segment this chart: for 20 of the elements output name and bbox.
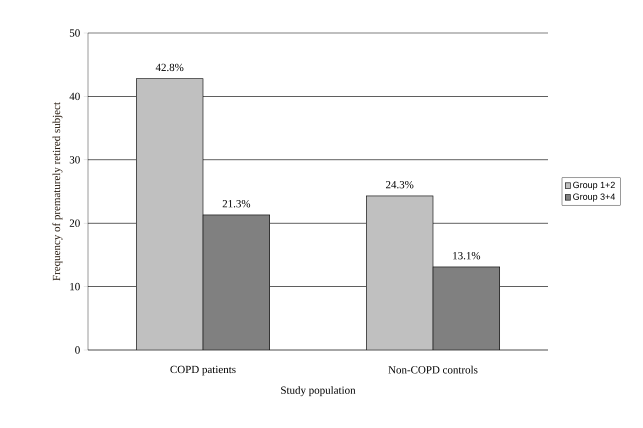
x-axis-title: Study population [281,386,356,396]
y-tick-label: 20 [70,220,80,227]
x-tick-label: Non-COPD controls [388,366,478,374]
data-label: 42.8% [156,64,184,72]
y-axis-title: Frequency of prematurely retired subject [52,102,62,281]
legend-label: Group 3+4 [573,193,616,202]
y-tick-label: 30 [70,156,80,164]
y-tick-label: 40 [69,92,80,100]
y-tick-label: 10 [70,282,80,290]
bar [136,78,204,350]
bar [432,266,500,350]
bar [202,214,270,350]
legend-label: Group 1+2 [573,182,615,190]
y-tick-label: 50 [70,29,80,37]
bar [366,196,434,350]
y-tick-label: 0 [75,346,80,354]
data-label: 21.3% [222,200,250,208]
x-tick-label: COPD patients [170,366,236,376]
data-label: 13.1% [453,252,480,260]
data-label: 24.3% [386,180,414,188]
